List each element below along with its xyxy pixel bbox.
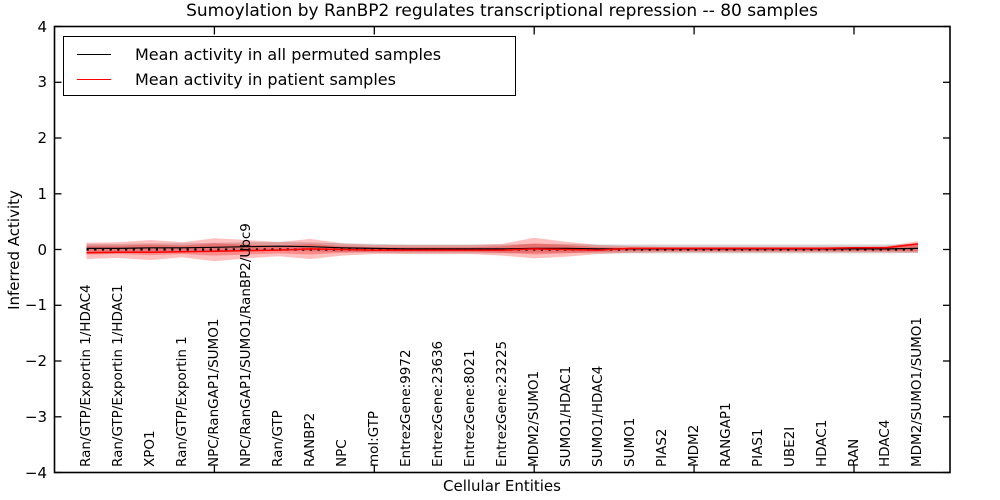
band-permuted-samples-range [86,241,918,254]
x-tick-label: mol:GTP [365,410,382,467]
x-tick-label: NPC [333,439,350,467]
chart-title: Sumoylation by RanBP2 regulates transcri… [186,1,818,21]
legend: Mean activity in all permuted samples Me… [63,36,516,96]
x-tick-label: EntrezGene:23225 [493,340,510,467]
x-tick-label: NPC/RanGAP1/SUMO1 [205,318,222,467]
x-tick-label: MDM2 [685,424,702,467]
legend-label-patient: Mean activity in patient samples [135,70,396,89]
x-tick-label: HDAC4 [877,419,894,467]
x-tick-label: RANGAP1 [717,402,734,467]
x-tick-label: MDM2/SUMO1 [525,370,542,467]
x-tick-label: Ran/GTP/Exportin 1 [173,336,190,467]
series-line-2 [86,243,919,254]
legend-line-patient-samples-icon [77,79,111,80]
x-tick-label: MDM2/SUMO1/SUMO1 [909,316,926,467]
x-tick-label: NPC/RanGAP1/SUMO1/RanBP2/Ubc9 [237,223,254,467]
x-tick-label: SUMO1/HDAC4 [589,365,606,467]
x-tick-label: EntrezGene:8021 [461,349,478,467]
x-tick-label: EntrezGene:23636 [429,340,446,467]
legend-entry-patient: Mean activity in patient samples [64,67,515,92]
x-tick-label: UBE2I [781,426,798,467]
x-tick-label: Ran/GTP [269,410,286,467]
y-tick-label: 1 [37,184,47,203]
x-tick-label: HDAC1 [813,419,830,467]
x-tick-label: XPO1 [141,430,158,467]
y-tick-label: −3 [24,407,47,426]
y-tick-label: −1 [24,296,47,315]
y-tick-label: 0 [37,240,47,259]
x-tick-label: SUMO1/HDAC1 [557,365,574,467]
y-tick-label: 2 [37,129,47,147]
x-tick-label: EntrezGene:9972 [397,349,414,467]
x-tick-label: PIAS2 [653,428,670,467]
y-tick-label: −4 [24,463,47,482]
x-tick-label: Ran/GTP/Exportin 1/HDAC1 [109,284,126,467]
legend-label-permuted: Mean activity in all permuted samples [135,45,442,64]
y-tick-label: −2 [24,352,47,370]
x-tick-label: PIAS1 [749,428,766,467]
x-tick-label: SUMO1 [621,417,638,467]
x-tick-label: Ran/GTP/Exportin 1/HDAC4 [77,284,94,467]
y-tick-label: 3 [37,73,47,92]
legend-entry-permuted: Mean activity in all permuted samples [64,42,515,67]
x-axis-title: Cellular Entities [443,477,561,495]
x-tick-label: RANBP2 [301,412,318,467]
y-tick-label: 4 [37,17,47,36]
legend-line-permuted-samples-icon [77,54,111,55]
x-tick-label: RAN [845,438,862,467]
